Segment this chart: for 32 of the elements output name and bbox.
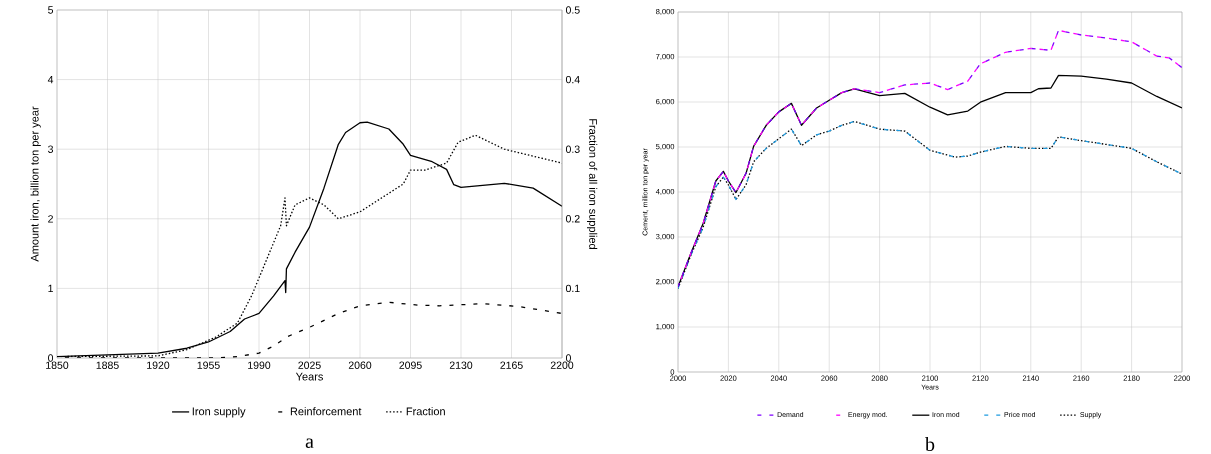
y-axis-title: Amount iron, billion ton per year <box>30 106 41 262</box>
y-tick-label: 4 <box>47 75 54 84</box>
y2-tick-label: 0.5 <box>565 6 580 14</box>
y2-tick-label: 0.4 <box>565 75 580 84</box>
x-tick-label: 2130 <box>449 361 473 369</box>
x-tick-label: 2060 <box>348 361 372 369</box>
y2-tick-label: 0.3 <box>565 145 580 153</box>
x-tick-label: 2095 <box>399 361 422 369</box>
y2-tick-label: 0.2 <box>565 215 580 223</box>
text: b <box>925 436 935 452</box>
x-tick-label: 2200 <box>550 361 574 369</box>
x-tick-label: 1920 <box>147 361 170 369</box>
y-tick-label: 1 <box>48 284 53 292</box>
x-tick-label: 1885 <box>96 361 119 369</box>
y-tick-label: 3 <box>48 145 54 153</box>
x-tick-label: 1850 <box>46 361 69 369</box>
y2-tick-label: 0 <box>565 354 571 362</box>
y-tick-label: 0 <box>48 354 54 362</box>
legend-label: Reinforcement <box>290 407 362 416</box>
x-tick-label: 1955 <box>197 361 220 369</box>
y-tick-label: 5 <box>48 6 54 14</box>
y2-tick-label: 0.1 <box>565 284 580 293</box>
legend-label: Fraction <box>406 407 445 416</box>
x-axis-title: Years <box>295 372 323 381</box>
y2-axis-title: Fraction of all iron supplied <box>587 119 598 249</box>
legend-label: Iron supply <box>192 407 246 418</box>
x-tick-label: 2165 <box>500 361 523 369</box>
text: a <box>305 438 314 449</box>
x-tick-label: 1990 <box>248 361 271 369</box>
y-tick-label: 2 <box>48 215 53 223</box>
line-series <box>678 29 1182 288</box>
x-tick-label: 2025 <box>298 361 321 369</box>
